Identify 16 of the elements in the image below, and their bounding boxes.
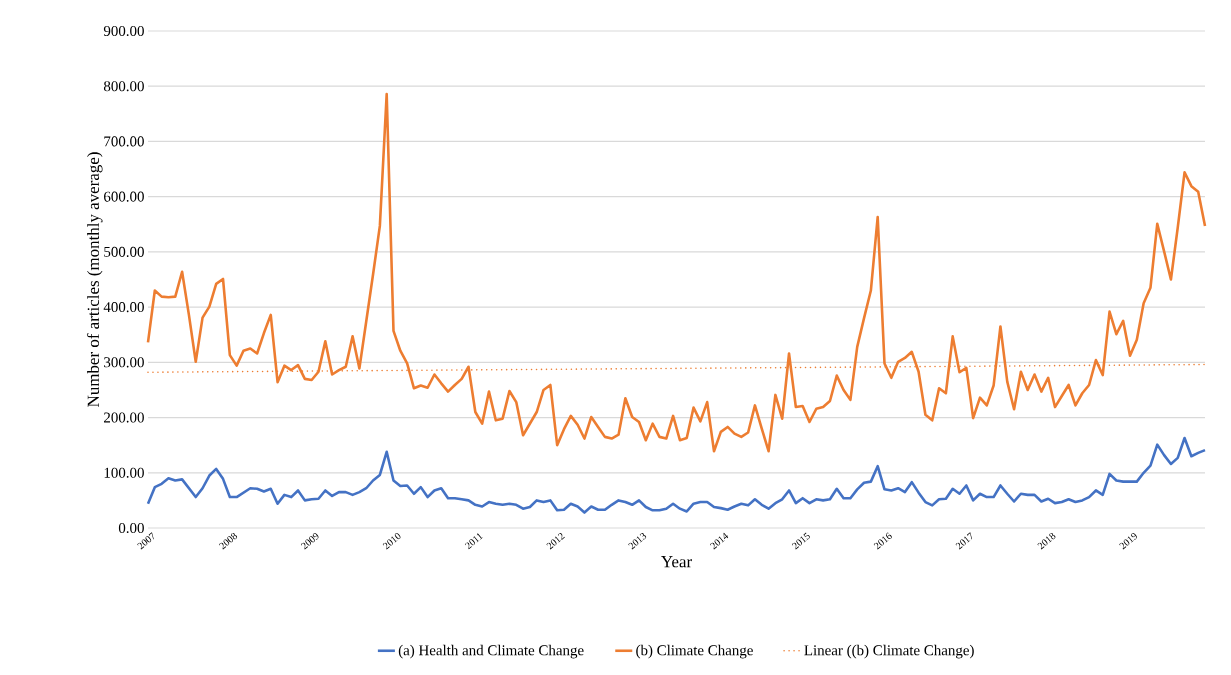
- y-tick-label: 100.00: [104, 467, 144, 478]
- y-tick-label: 600.00: [104, 191, 144, 202]
- legend-label: (b) Climate Change: [636, 644, 753, 659]
- y-tick-label: 700.00: [104, 136, 144, 147]
- legend-label: (a) Health and Climate Change: [398, 644, 584, 659]
- y-tick-label: 200.00: [104, 412, 144, 423]
- y-tick-label: 0.00: [118, 522, 144, 534]
- y-axis-title: Number of articles (monthly average): [86, 152, 103, 407]
- y-tick-label: 500.00: [104, 246, 144, 257]
- y-tick-label: 300.00: [104, 357, 144, 368]
- x-axis-title: Year: [661, 556, 692, 568]
- legend-label: Linear ((b) Climate Change): [804, 644, 974, 659]
- x-tick-label: 2011: [464, 533, 484, 550]
- y-tick-label: 900.00: [103, 25, 144, 37]
- y-tick-label: 400.00: [103, 302, 144, 313]
- y-tick-label: 800.00: [103, 81, 144, 92]
